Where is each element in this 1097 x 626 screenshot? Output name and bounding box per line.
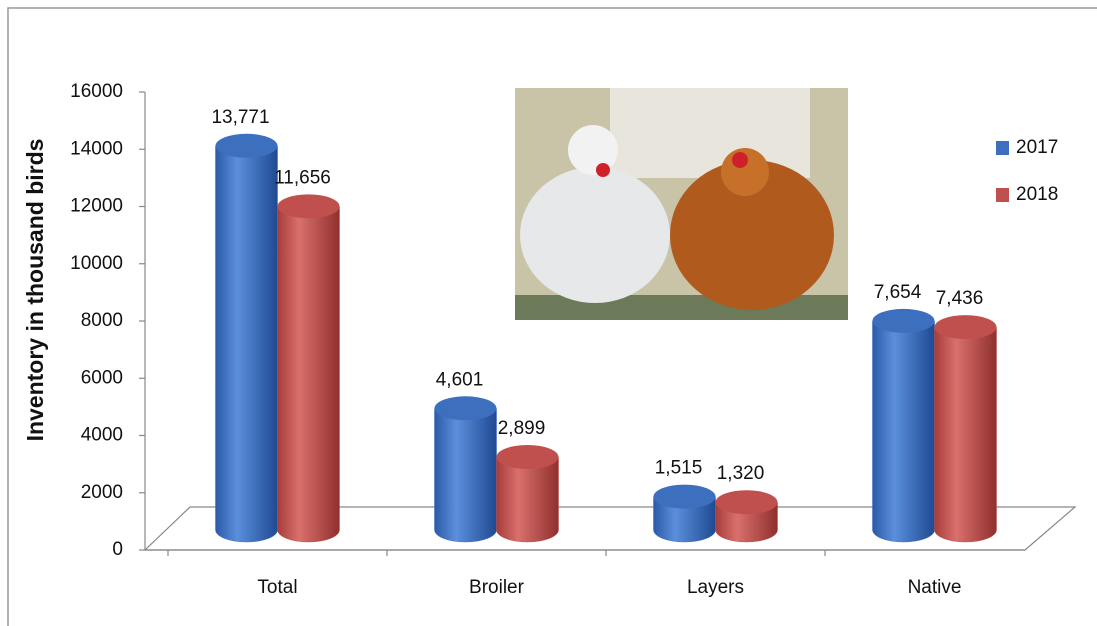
y-tick-label: 10000 — [70, 253, 123, 274]
bar-top — [934, 315, 997, 340]
y-tick-label: 2000 — [81, 482, 123, 503]
value-label: 1,320 — [717, 463, 765, 484]
photo-comb — [732, 152, 748, 168]
legend-label: 2017 — [1016, 137, 1058, 158]
value-label: 2,899 — [498, 418, 546, 439]
legend-swatch — [996, 188, 1009, 202]
x-tick-label: Broiler — [469, 577, 525, 598]
photo-window — [610, 88, 810, 178]
bar — [434, 408, 497, 543]
bar — [872, 320, 935, 543]
bar-top — [872, 308, 935, 333]
bar — [653, 496, 716, 543]
photo-comb — [596, 163, 610, 177]
y-tick-label: 0 — [112, 539, 123, 560]
y-tick-label: 12000 — [70, 196, 123, 217]
y-tick-label: 16000 — [70, 81, 123, 102]
bar — [277, 206, 340, 543]
bar-top — [496, 445, 559, 470]
value-label: 13,771 — [211, 107, 269, 128]
x-tick-label: Total — [257, 577, 297, 598]
y-tick-label: 8000 — [81, 310, 123, 331]
value-label: 11,656 — [274, 167, 331, 188]
x-tick-label: Layers — [687, 577, 744, 598]
legend-swatch — [996, 141, 1009, 155]
value-label: 1,515 — [655, 458, 703, 479]
y-axis-label: Inventory in thousand birds — [22, 139, 48, 442]
value-label: 7,436 — [936, 288, 984, 309]
bar-top — [434, 396, 497, 421]
bar — [934, 326, 997, 543]
photo-white-head — [568, 125, 618, 175]
value-label: 7,654 — [874, 282, 922, 303]
photo-white-hen — [520, 167, 670, 303]
bar-top — [277, 194, 340, 219]
bar — [215, 145, 278, 543]
photo-brown-hen — [670, 160, 834, 310]
bar — [496, 456, 559, 543]
frame — [7, 7, 1097, 626]
y-tick-label: 6000 — [81, 367, 123, 388]
photo-ground — [515, 295, 848, 320]
y-tick-label: 14000 — [70, 138, 123, 159]
y-tick-label: 4000 — [81, 425, 123, 446]
x-tick-label: Native — [908, 577, 962, 598]
bar-top — [653, 484, 716, 509]
photo — [515, 88, 848, 320]
bar-top — [715, 490, 778, 515]
legend-label: 2018 — [1016, 184, 1058, 205]
bar-top — [215, 133, 278, 158]
value-label: 4,601 — [436, 369, 484, 390]
